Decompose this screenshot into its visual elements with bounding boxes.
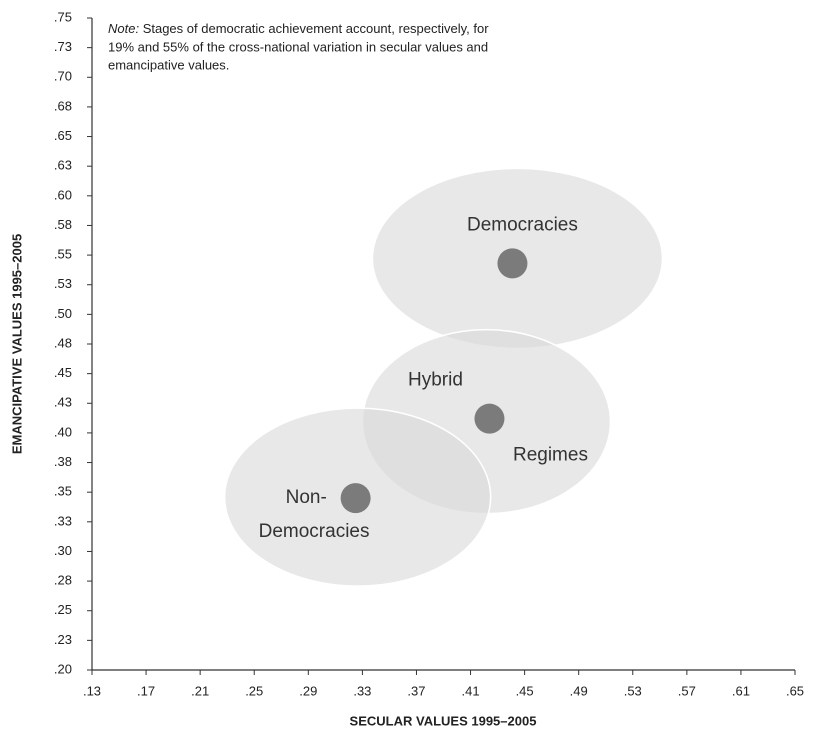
y-tick-label: .30 <box>54 543 72 558</box>
y-tick-label: .33 <box>54 513 72 528</box>
x-tick-label: .61 <box>732 683 750 698</box>
x-tick-label: .65 <box>786 683 804 698</box>
y-tick-label: .63 <box>54 158 72 173</box>
note-prefix: Note: <box>108 21 139 36</box>
y-tick-label: .65 <box>54 128 72 143</box>
x-tick-label: .49 <box>570 683 588 698</box>
y-tick-label: .20 <box>54 661 72 676</box>
note-line: Stages of democratic achievement account… <box>139 21 489 36</box>
x-tick-label: .25 <box>245 683 263 698</box>
y-tick-label: .75 <box>54 9 72 24</box>
y-axis-label: EMANCIPATIVE VALUES 1995–2005 <box>9 234 24 454</box>
y-tick-label: .58 <box>54 217 72 232</box>
y-tick-label: .55 <box>54 247 72 262</box>
y-tick-label: .70 <box>54 69 72 84</box>
y-tick-label: .40 <box>54 424 72 439</box>
point-label: Democracies <box>259 521 370 542</box>
point-label: Non- <box>286 487 327 508</box>
x-tick-label: .37 <box>407 683 425 698</box>
y-tick-label: .38 <box>54 454 72 469</box>
x-tick-label: .41 <box>461 683 479 698</box>
y-tick-label: .35 <box>54 484 72 499</box>
y-tick-label: .25 <box>54 602 72 617</box>
x-axis-label: SECULAR VALUES 1995–2005 <box>350 713 537 728</box>
y-tick-label: .43 <box>54 395 72 410</box>
y-tick-label: .48 <box>54 335 72 350</box>
y-tick-label: .45 <box>54 365 72 380</box>
point-label: Regimes <box>513 445 588 466</box>
point-label: Hybrid <box>408 370 463 391</box>
x-tick-label: .21 <box>191 683 209 698</box>
x-tick-label: .29 <box>299 683 317 698</box>
y-tick-label: .60 <box>54 187 72 202</box>
point <box>497 248 528 279</box>
point-label: Democracies <box>467 214 578 235</box>
note: Note: Stages of democratic achievement a… <box>108 21 489 36</box>
y-tick-label: .23 <box>54 632 72 647</box>
x-tick-label: .13 <box>83 683 101 698</box>
point <box>340 483 371 514</box>
x-tick-label: .57 <box>678 683 696 698</box>
y-tick-label: .68 <box>54 98 72 113</box>
note-line: emancipative values. <box>108 57 229 72</box>
y-tick-label: .73 <box>54 39 72 54</box>
x-tick-label: .45 <box>516 683 534 698</box>
x-tick-label: .53 <box>624 683 642 698</box>
x-tick-label: .33 <box>353 683 371 698</box>
note-line: 19% and 55% of the cross-national variat… <box>108 39 488 54</box>
x-tick-label: .17 <box>137 683 155 698</box>
y-tick-label: .28 <box>54 573 72 588</box>
point <box>474 403 505 434</box>
y-tick-label: .50 <box>54 306 72 321</box>
y-tick-label: .53 <box>54 276 72 291</box>
